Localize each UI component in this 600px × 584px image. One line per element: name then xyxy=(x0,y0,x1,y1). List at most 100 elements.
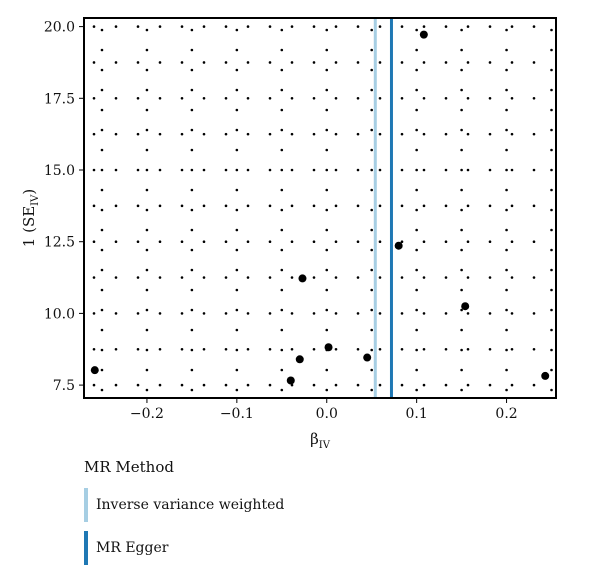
y-tick-label: 17.5 xyxy=(44,91,75,107)
grid-dot xyxy=(378,347,382,351)
grid-dot xyxy=(370,168,373,172)
grid-dot xyxy=(378,168,382,172)
grid-dot xyxy=(550,348,553,352)
grid-dot xyxy=(400,97,404,100)
grid-dot xyxy=(488,312,492,315)
grid-dot xyxy=(280,368,284,372)
grid-dot xyxy=(550,88,553,92)
grid-dot xyxy=(280,168,284,172)
grid-dot xyxy=(100,348,104,352)
grid-dot xyxy=(114,61,118,64)
grid-dot xyxy=(290,132,294,136)
grid-dot xyxy=(290,312,294,315)
grid-dot xyxy=(190,148,194,152)
grid-dot xyxy=(180,240,184,243)
grid-dot xyxy=(190,208,194,212)
grid-dot xyxy=(114,383,118,387)
grid-dot xyxy=(444,383,448,387)
grid-dot xyxy=(190,328,194,332)
grid-dot xyxy=(280,128,284,132)
grid-dot xyxy=(235,368,239,372)
grid-dot xyxy=(180,132,184,136)
grid-dot xyxy=(505,168,508,172)
grid-dot xyxy=(510,25,514,28)
grid-dot xyxy=(532,240,536,243)
grid-dot xyxy=(100,268,104,272)
grid-dot xyxy=(180,204,184,208)
grid-dot xyxy=(466,168,470,172)
grid-dot xyxy=(235,308,239,312)
grid-dot xyxy=(114,240,118,243)
data-point xyxy=(286,376,295,385)
grid-dot xyxy=(268,25,272,28)
grid-dot xyxy=(202,132,206,136)
grid-dot xyxy=(235,88,239,92)
grid-dots xyxy=(92,25,553,392)
grid-dot xyxy=(400,204,404,208)
grid-dot xyxy=(488,25,492,28)
grid-dot xyxy=(550,108,553,112)
grid-dot xyxy=(158,204,162,208)
grid-dot xyxy=(145,148,149,152)
grid-dot xyxy=(460,348,463,352)
grid-dot xyxy=(415,328,418,332)
x-axis-title-subscript: IV xyxy=(319,440,331,451)
grid-dot xyxy=(510,61,514,64)
grid-dot xyxy=(312,132,316,136)
grid-dot xyxy=(268,132,272,136)
grid-dot xyxy=(158,240,162,243)
legend-label-ivw: Inverse variance weighted xyxy=(96,497,285,513)
grid-dot xyxy=(235,68,239,72)
grid-dot xyxy=(400,168,404,172)
grid-dot xyxy=(92,132,96,136)
grid-dot xyxy=(202,61,206,64)
grid-dot xyxy=(460,68,463,72)
grid-dot xyxy=(505,368,508,372)
plot-frame xyxy=(83,17,557,399)
grid-dot xyxy=(100,388,104,392)
grid-dot xyxy=(280,228,284,232)
grid-dot xyxy=(145,128,149,132)
grid-dot xyxy=(136,312,140,315)
grid-dot xyxy=(136,204,140,208)
grid-dot xyxy=(444,25,448,28)
grid-dot xyxy=(246,312,250,315)
grid-dot xyxy=(136,25,140,28)
grid-dot xyxy=(444,61,448,64)
grid-dot xyxy=(180,97,184,100)
grid-dot xyxy=(370,228,373,232)
grid-dot xyxy=(235,208,239,212)
grid-dot xyxy=(190,368,194,372)
grid-dot xyxy=(466,240,470,243)
grid-dot xyxy=(505,388,508,392)
grid-dot xyxy=(235,128,239,132)
grid-dot xyxy=(415,268,418,272)
x-tick-label: −0.2 xyxy=(130,406,164,422)
grid-dot xyxy=(190,308,194,312)
grid-dot xyxy=(400,276,404,279)
y-axis-title: 1 (SEIV) xyxy=(20,189,41,247)
grid-dot xyxy=(422,383,426,387)
grid-dot xyxy=(488,276,492,279)
grid-dot xyxy=(415,368,418,372)
grid-dot xyxy=(325,88,329,92)
grid-dot xyxy=(444,312,448,315)
grid-dot xyxy=(202,25,206,28)
grid-dot xyxy=(158,383,162,387)
grid-dot xyxy=(268,204,272,208)
x-axis-title: βIV xyxy=(310,430,331,451)
grid-dot xyxy=(290,25,294,28)
grid-dot xyxy=(466,312,470,315)
grid-dot xyxy=(100,308,104,312)
grid-dot xyxy=(488,347,492,351)
grid-dot xyxy=(505,248,508,252)
grid-dot xyxy=(505,128,508,132)
grid-dot xyxy=(532,347,536,351)
grid-dot xyxy=(145,48,149,52)
y-tick-label: 12.5 xyxy=(44,235,75,251)
grid-dot xyxy=(325,188,329,192)
grid-dot xyxy=(460,328,463,332)
grid-dot xyxy=(145,248,149,252)
grid-dot xyxy=(550,28,553,32)
grid-dot xyxy=(235,348,239,352)
